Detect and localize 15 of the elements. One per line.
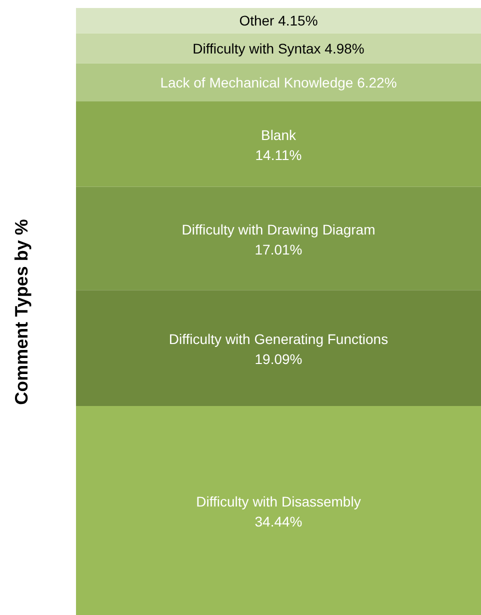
- data-label: 17.01%: [254, 241, 302, 258]
- series-label: Difficulty with Syntax: [192, 40, 321, 56]
- y-axis-title: Comment Types by %: [12, 218, 32, 404]
- series-label: Difficulty with Drawing Diagram: [182, 221, 376, 238]
- data-label: 19.09%: [254, 351, 302, 368]
- data-label: 6.22%: [357, 74, 397, 90]
- data-label: 4.15%: [278, 12, 318, 29]
- series-label: Difficulty with Generating Functions: [168, 331, 388, 348]
- series-label: Lack of Mechanical Knowledge: [160, 74, 354, 90]
- data-label: 14.11%: [255, 147, 302, 163]
- data-label: 34.44%: [254, 513, 302, 530]
- series-label: Blank: [260, 127, 298, 143]
- data-label: 4.98%: [324, 40, 364, 56]
- series-label: Other: [239, 12, 274, 29]
- series-label: Difficulty with Disassembly: [196, 493, 361, 510]
